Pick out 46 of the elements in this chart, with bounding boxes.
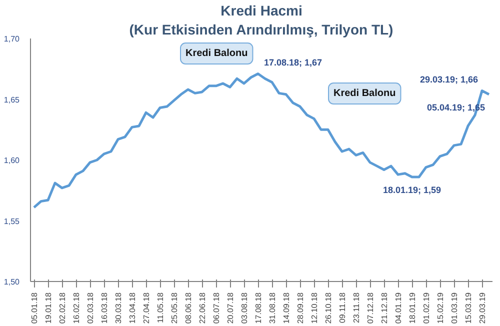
x-tick-label: 31.08.18	[268, 292, 277, 324]
x-tick-label: 16.02.18	[72, 292, 81, 324]
y-tick-label: 1,60	[4, 156, 20, 165]
x-tick-label: 17.08.18	[254, 292, 263, 324]
x-tick-label: 13.04.18	[128, 292, 137, 324]
x-tick-label: 18.01.19	[408, 292, 417, 324]
x-tick-label: 08.06.18	[184, 292, 193, 324]
x-tick-label: 14.09.18	[282, 292, 291, 324]
line-series	[32, 72, 490, 209]
chart-title: Kredi Hacmi	[220, 2, 302, 18]
x-tick-label: 12.10.18	[310, 292, 319, 324]
y-tick-label: 1,55	[4, 216, 20, 226]
x-tick-label: 04.01.19	[394, 292, 403, 324]
y-tick-label: 1,70	[4, 34, 20, 44]
x-tick-label: 16.03.18	[100, 292, 109, 324]
x-tick-label: 28.09.18	[296, 292, 305, 324]
data-label: 18.01.19; 1,59	[382, 185, 442, 196]
y-tick-label: 1,50	[4, 278, 20, 286]
chart-subtitle: (Kur Etkisinden Arındırılmış, Trilyon TL)	[129, 22, 394, 38]
x-tick-label: 01.02.19	[422, 292, 431, 324]
x-tick-label: 07.12.18	[366, 292, 375, 324]
x-tick-label: 15.03.19	[464, 292, 473, 324]
annotation: Kredi Balonu	[334, 88, 396, 99]
x-tick-label: 05.01.18	[30, 292, 39, 324]
x-tick-label: 02.03.18	[86, 292, 95, 324]
x-tick-label: 26.10.18	[324, 292, 333, 324]
data-label: 17.08.18; 1,67	[264, 58, 322, 68]
x-tick-label: 01.03.19	[450, 292, 459, 324]
x-tick-label: 22.06.18	[198, 292, 207, 324]
x-tick-label: 30.03.18	[114, 292, 123, 324]
y-tick-label: 1,65	[4, 95, 20, 104]
x-tick-label: 19.01.18	[44, 292, 53, 324]
x-tick-label: 27.04.18	[142, 292, 151, 324]
x-tick-label: 09.11.18	[338, 292, 347, 324]
x-tick-label: 23.11.18	[352, 292, 361, 324]
x-tick-label: 29.03.19	[478, 292, 487, 324]
x-tick-label: 25.05.18	[170, 292, 179, 324]
data-label: 29.03.19; 1,66	[420, 74, 478, 85]
annotation: Kredi Balonu	[186, 48, 248, 59]
x-tick-label: 03.08.18	[240, 292, 249, 324]
x-tick-label: 11.05.18	[156, 292, 165, 324]
x-tick-label: 21.12.18	[380, 292, 389, 324]
x-tick-label: 06.07.18	[212, 292, 221, 324]
x-tick-label: 02.02.18	[58, 292, 67, 324]
x-tick-label: 15.02.19	[436, 292, 445, 324]
x-tick-label: 20.07.18	[226, 292, 235, 324]
